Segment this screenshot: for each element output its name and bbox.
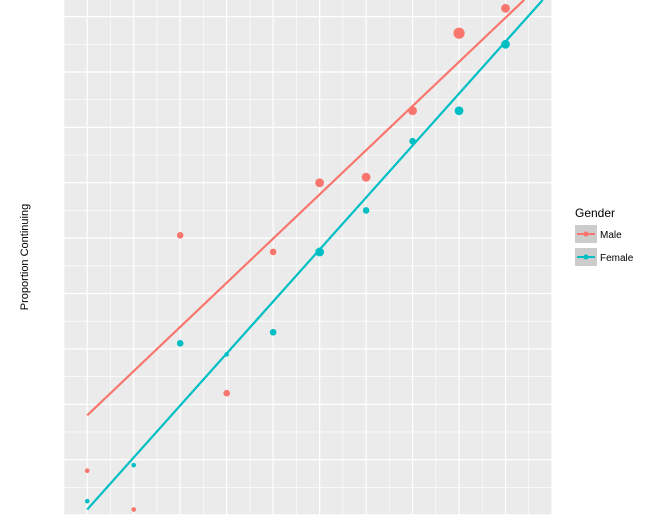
plot-panel — [64, 0, 552, 515]
legend-item-male: Male — [575, 225, 622, 243]
legend-item-female: Female — [575, 248, 634, 266]
point-male — [84, 468, 90, 473]
point-male — [269, 248, 277, 256]
legend-key-female-point — [583, 254, 589, 260]
fit-lines — [86, 0, 544, 511]
fit-line-male — [86, 0, 525, 417]
legend-label-male: Male — [600, 230, 622, 241]
point-male — [176, 232, 184, 239]
point-male — [131, 507, 137, 512]
point-male — [453, 27, 465, 39]
point-male — [501, 3, 510, 13]
legend-label-female: Female — [600, 253, 634, 264]
point-female — [131, 462, 137, 468]
legend: Gender Male Female — [575, 206, 634, 266]
point-male — [223, 389, 230, 397]
data-points — [84, 3, 510, 512]
point-female — [176, 340, 184, 347]
point-female — [362, 207, 370, 214]
legend-title: Gender — [575, 206, 615, 220]
gridlines — [63, 0, 553, 515]
fit-line-female — [86, 0, 544, 511]
point-female — [454, 106, 464, 116]
point-female — [84, 498, 90, 504]
point-female — [409, 137, 416, 145]
y-axis-label: Proportion Continuing — [19, 204, 31, 310]
point-male — [361, 172, 371, 182]
point-male — [315, 178, 325, 188]
point-female — [315, 247, 325, 257]
point-female — [501, 39, 510, 49]
point-male — [408, 106, 417, 116]
point-female — [224, 352, 229, 357]
legend-key-male-point — [583, 231, 589, 237]
point-female — [269, 328, 277, 336]
